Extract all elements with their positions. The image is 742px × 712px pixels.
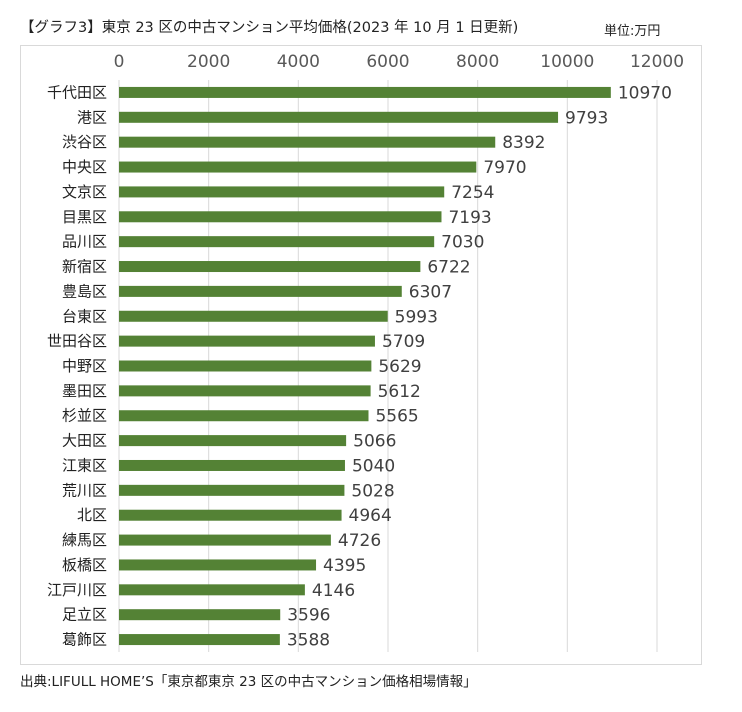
bar xyxy=(119,484,345,496)
value-label: 3596 xyxy=(287,606,330,626)
value-label: 6307 xyxy=(409,282,452,302)
value-label: 5565 xyxy=(375,407,418,427)
value-label: 5028 xyxy=(351,481,394,501)
category-label: 江戸川区 xyxy=(47,581,107,599)
value-label: 5066 xyxy=(353,432,396,452)
bar xyxy=(119,211,442,223)
unit-label: 単位:万円 xyxy=(604,24,661,39)
bar xyxy=(119,559,317,571)
bar xyxy=(119,410,369,422)
bar xyxy=(119,609,281,621)
category-label: 文京区 xyxy=(62,183,107,201)
bar xyxy=(119,310,388,322)
x-tick-label: 8000 xyxy=(456,52,499,72)
x-tick-label: 12000 xyxy=(630,52,684,72)
source-note: 出典:LIFULL HOME’S「東京都東京 23 区の中古マンション価格相場情… xyxy=(20,674,477,690)
category-label: 荒川区 xyxy=(62,481,107,499)
bar xyxy=(119,186,445,198)
x-tick-label: 4000 xyxy=(277,52,320,72)
value-label: 5612 xyxy=(378,382,421,402)
bar xyxy=(119,285,402,297)
bar xyxy=(119,435,347,447)
category-label: 練馬区 xyxy=(62,531,107,549)
bar xyxy=(119,236,435,248)
value-label: 7193 xyxy=(448,208,491,228)
category-label: 江東区 xyxy=(62,456,107,474)
x-tick-label: 2000 xyxy=(187,52,230,72)
category-label: 港区 xyxy=(77,108,107,126)
category-label: 渋谷区 xyxy=(62,133,107,151)
category-label: 北区 xyxy=(77,506,107,524)
category-label: 板橋区 xyxy=(62,556,107,574)
value-label: 5040 xyxy=(352,456,395,476)
category-label: 千代田区 xyxy=(47,83,107,101)
x-tick-label: 0 xyxy=(114,52,125,72)
category-label: 中央区 xyxy=(62,158,107,176)
bar xyxy=(119,335,375,347)
category-label: 世田谷区 xyxy=(47,332,107,350)
value-label: 3588 xyxy=(287,631,330,651)
value-label: 8392 xyxy=(502,133,545,153)
category-label: 葛飾区 xyxy=(62,631,107,649)
bar xyxy=(119,86,611,98)
value-label: 10970 xyxy=(618,83,672,103)
value-label: 6722 xyxy=(427,258,470,278)
category-label: 足立区 xyxy=(62,606,107,624)
value-label: 4726 xyxy=(338,531,381,551)
category-label: 大田区 xyxy=(62,432,107,450)
bar-chart: 0 2000 4000 6000 8000 10000 12000 千代田区 10970 港区 97… xyxy=(47,52,684,652)
bar xyxy=(119,261,421,273)
bar xyxy=(119,459,345,471)
x-tick-label: 10000 xyxy=(540,52,594,72)
bar xyxy=(119,509,342,521)
category-label: 新宿区 xyxy=(62,258,107,276)
value-label: 5629 xyxy=(378,357,421,377)
bar xyxy=(119,385,371,397)
value-label: 5993 xyxy=(395,307,438,327)
category-label: 中野区 xyxy=(62,357,107,375)
category-label: 品川区 xyxy=(62,233,107,251)
bar xyxy=(119,161,477,173)
value-label: 7030 xyxy=(441,233,484,253)
bar xyxy=(119,136,496,148)
chart-frame: 0 2000 4000 6000 8000 10000 12000 千代田区 10970 港区 97… xyxy=(20,45,702,665)
category-label: 墨田区 xyxy=(62,382,107,400)
category-label: 台東区 xyxy=(62,307,107,325)
category-label: 豊島区 xyxy=(62,282,107,300)
bar xyxy=(119,111,559,123)
category-label: 杉並区 xyxy=(62,407,107,425)
bar xyxy=(119,634,280,646)
value-label: 7970 xyxy=(483,158,526,178)
value-label: 4964 xyxy=(349,506,392,526)
bar xyxy=(119,584,305,596)
value-label: 5709 xyxy=(382,332,425,352)
bar xyxy=(119,534,331,546)
value-label: 4395 xyxy=(323,556,366,576)
category-label: 目黒区 xyxy=(62,208,107,226)
chart-title: 【グラフ3】東京 23 区の中古マンション平均価格(2023 年 10 月 1 … xyxy=(20,20,519,36)
bar xyxy=(119,360,372,372)
x-tick-label: 6000 xyxy=(366,52,409,72)
value-label: 9793 xyxy=(565,108,608,128)
value-label: 4146 xyxy=(312,581,355,601)
value-label: 7254 xyxy=(451,183,494,203)
